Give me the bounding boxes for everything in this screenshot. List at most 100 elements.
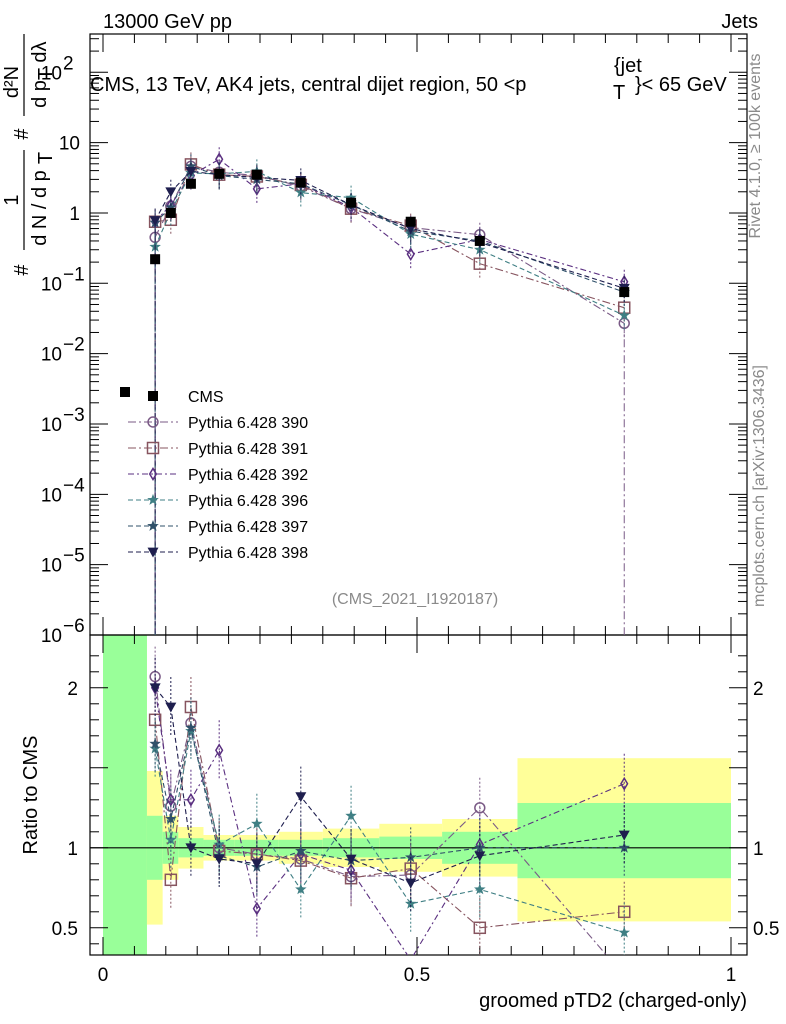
series-line-main (155, 163, 625, 309)
ratio-point (295, 792, 307, 803)
ratio-frame (89, 634, 748, 956)
axes (89, 33, 748, 956)
series-line-main (154, 170, 625, 316)
data-point (165, 207, 176, 218)
y-tick-exponent: −1 (63, 264, 85, 285)
legend-marker (147, 493, 159, 505)
data-point (185, 178, 196, 189)
ratio-point (186, 792, 196, 807)
legend-label: Pythia 6.428 391 (188, 441, 308, 458)
legend-marker (147, 547, 159, 558)
x-tick-label: 0.5 (404, 965, 430, 986)
ratio-point (149, 737, 161, 749)
legend-label: Pythia 6.428 398 (188, 545, 308, 562)
ratio-point (295, 845, 307, 856)
ratio-point (251, 859, 263, 870)
y-label-hash2: # (11, 128, 33, 140)
legend: CMS Pythia 6.428 390 Pythia 6.428 391 Pythi… (120, 387, 308, 562)
legend-label: Pythia 6.428 390 (188, 415, 308, 432)
y-tick-exponent: −4 (63, 475, 85, 496)
series-line-main (154, 158, 625, 283)
legend-marker (148, 467, 158, 481)
series-point (185, 166, 197, 177)
series-point (406, 247, 415, 262)
ratio-point (213, 838, 225, 850)
series-point (185, 160, 197, 172)
ratio-point (251, 817, 263, 829)
ratio-point (473, 921, 487, 935)
series-line-ratio (154, 687, 625, 884)
data-point (295, 177, 306, 188)
y-tick-label: 10 (41, 626, 62, 647)
ratio-point (474, 802, 486, 814)
series-point (618, 309, 630, 321)
y-label-den: d p (29, 80, 51, 108)
y-tick-exponent: −5 (63, 546, 85, 567)
chart-title-superscript: {jet (614, 55, 642, 77)
y-tick-label: 10 (59, 134, 80, 155)
series-line-ratio (154, 687, 625, 955)
y-tick-exponent: −3 (63, 405, 85, 426)
ratio-point (618, 830, 630, 841)
y-label-frac-num: 1 (1, 194, 23, 205)
y-tick-label: 10 (41, 556, 62, 577)
ratio-point (405, 878, 417, 889)
ratio-point (252, 901, 262, 916)
ratio-point (165, 813, 177, 824)
data-point (474, 235, 485, 246)
y-label-hash: # (11, 264, 33, 276)
series-point (149, 216, 161, 227)
side-label-rivet: Rivet 4.1.0, ≥ 100k events (747, 54, 764, 239)
ratio-point (165, 833, 177, 845)
series-line-main (154, 165, 625, 324)
y-tick-label: 10 (41, 274, 62, 295)
x-tick-label: 0 (98, 965, 109, 986)
ratio-point (215, 743, 224, 758)
y-tick-label: 10 (41, 63, 62, 84)
legend-marker (146, 441, 160, 455)
data-point (346, 197, 357, 208)
series-line-main (154, 170, 625, 289)
ratio-point (474, 883, 486, 895)
data-point (251, 169, 262, 180)
x-axis-label: groomed pTD2 (charged-only) (479, 990, 747, 1012)
y-label-den-tail: dλ (29, 41, 51, 62)
header-right: Jets (721, 11, 758, 33)
series-point (252, 181, 262, 196)
y-tick-exponent: 2 (63, 53, 74, 74)
legend-label-cms: CMS (188, 389, 224, 406)
ratio-point (345, 854, 357, 865)
y-label-den-sub: T (35, 68, 57, 80)
y-label-frac-den-sub: T (35, 152, 57, 164)
series-line-ratio (154, 727, 625, 868)
ratio-point (165, 702, 177, 713)
data-point (150, 254, 161, 265)
ratio-tick-label: 2 (67, 679, 78, 700)
ratio-point (617, 905, 631, 919)
band-stat-0 (103, 635, 147, 955)
ratio-point (618, 926, 630, 938)
chart-title: CMS, 13 TeV, AK4 jets, central dijet reg… (90, 74, 526, 96)
ratio-point (149, 683, 161, 694)
y-tick-label: 10 (41, 415, 62, 436)
ratio-point (185, 843, 197, 854)
x-tick-label: 1 (726, 965, 737, 986)
series-group (148, 147, 631, 955)
data-point (214, 168, 225, 179)
side-label-mcplots: mcplots.cern.ch [arXiv:1306.3436] (751, 365, 768, 607)
legend-marker (147, 416, 159, 428)
ratio-point (164, 873, 178, 887)
series-line-main (154, 165, 625, 293)
y-axis-label: #1 d N / d pT#d²N d pT dλ (1, 34, 57, 276)
legend-label: Pythia 6.428 392 (188, 467, 308, 484)
ratio-point (474, 851, 486, 862)
series-line-ratio (154, 730, 625, 934)
ratio-tick-label: 1 (67, 839, 78, 860)
ratio-point (295, 883, 307, 895)
ratio-point (213, 854, 225, 865)
ratio-point (345, 809, 357, 821)
watermark: (CMS_2021_I1920187) (332, 591, 498, 608)
data-point (405, 216, 416, 227)
